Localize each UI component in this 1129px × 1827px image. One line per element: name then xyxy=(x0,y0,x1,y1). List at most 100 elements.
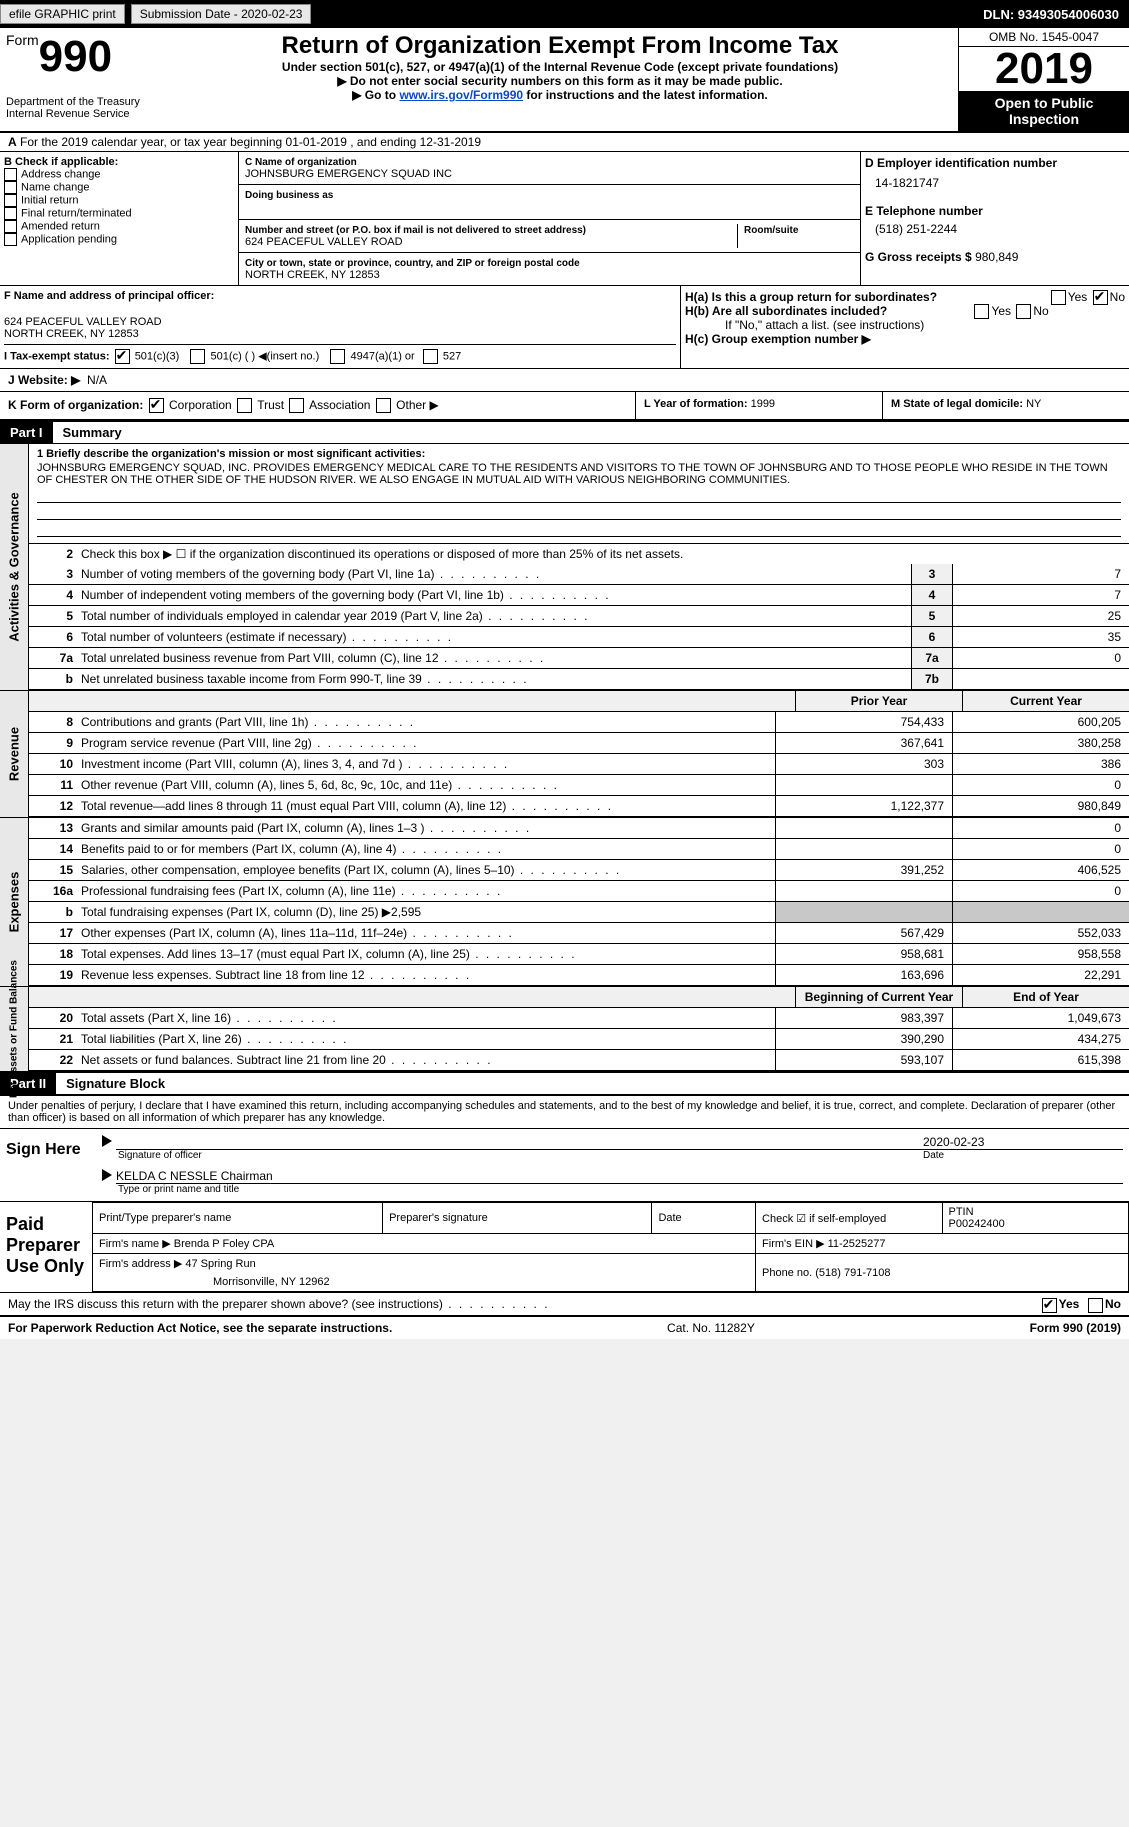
subtitle-2: ▶ Do not enter social security numbers o… xyxy=(166,74,954,88)
form-990-page: efile GRAPHIC print Submission Date - 20… xyxy=(0,0,1129,1339)
arrow-icon xyxy=(102,1135,112,1147)
dept-treasury: Department of the Treasury Internal Reve… xyxy=(6,96,156,120)
line-a-tax-year: A For the 2019 calendar year, or tax yea… xyxy=(0,132,1129,151)
line-k-l-m: K Form of organization: Corporation Trus… xyxy=(0,391,1129,422)
sidebar-net-assets: Net Assets or Fund Balances xyxy=(9,960,20,1098)
firm-ein: 11-2525277 xyxy=(828,1238,886,1250)
cb-501c[interactable] xyxy=(190,349,205,364)
paid-preparer-label: Paid Preparer Use Only xyxy=(0,1202,92,1292)
subtitle-3: ▶ Go to www.irs.gov/Form990 for instruct… xyxy=(166,88,954,102)
form-number: 990 xyxy=(39,32,112,81)
firm-name: Brenda P Foley CPA xyxy=(174,1238,274,1250)
sig-officer-label: Signature of officer xyxy=(118,1150,923,1161)
topbar: efile GRAPHIC print Submission Date - 20… xyxy=(0,0,1129,28)
line-i-tax-exempt: I Tax-exempt status: 501(c)(3) 501(c) ( … xyxy=(4,344,676,364)
gross-receipts: 980,849 xyxy=(975,250,1018,264)
officer-name: KELDA C NESSLE Chairman xyxy=(116,1169,1123,1184)
revenue: Revenue Prior Year Current Year 8Contrib… xyxy=(0,690,1129,817)
paid-preparer-row: Paid Preparer Use Only Print/Type prepar… xyxy=(0,1201,1129,1292)
line-j-website: J Website: ▶ N/A xyxy=(0,368,1129,391)
date-label: Date xyxy=(923,1150,1123,1161)
city-label: City or town, state or province, country… xyxy=(245,258,580,269)
cb-name-change[interactable]: Name change xyxy=(4,181,234,194)
firm-addr: 47 Spring Run xyxy=(185,1258,255,1270)
cb-trust[interactable] xyxy=(237,398,252,413)
cb-discuss-no[interactable] xyxy=(1088,1298,1103,1313)
form-word: Form xyxy=(6,32,39,48)
year-formation: 1999 xyxy=(751,398,775,410)
section-f-h: F Name and address of principal officer:… xyxy=(0,285,1129,368)
sidebar-expenses: Expenses xyxy=(7,872,22,933)
perjury-statement: Under penalties of perjury, I declare th… xyxy=(0,1095,1129,1128)
cb-amended-return[interactable]: Amended return xyxy=(4,220,234,233)
revenue-header: Prior Year Current Year xyxy=(29,691,1129,712)
tax-year: 2019 xyxy=(959,47,1129,91)
cb-corp[interactable] xyxy=(149,398,164,413)
net-assets: Net Assets or Fund Balances Beginning of… xyxy=(0,986,1129,1071)
cb-4947[interactable] xyxy=(330,349,345,364)
part-2-header: Part IISignature Block xyxy=(0,1071,1129,1095)
mission-label: 1 Briefly describe the organization's mi… xyxy=(37,448,1121,460)
phone-value: (518) 251-2244 xyxy=(875,222,1125,236)
cb-501c3[interactable] xyxy=(115,349,130,364)
section-b-to-g: B Check if applicable: Address change Na… xyxy=(0,151,1129,285)
firm-phone: (518) 791-7108 xyxy=(815,1267,890,1279)
footer-left: For Paperwork Reduction Act Notice, see … xyxy=(8,1321,392,1335)
c-name-label: C Name of organization xyxy=(245,157,357,168)
sidebar-governance: Activities & Governance xyxy=(7,493,22,643)
sidebar-revenue: Revenue xyxy=(7,727,22,781)
e-phone-label: E Telephone number xyxy=(865,204,1125,218)
dln: DLN: 93493054006030 xyxy=(983,7,1119,22)
hb-note: If "No," attach a list. (see instruction… xyxy=(685,318,1125,332)
state-domicile: NY xyxy=(1026,398,1041,410)
part-1-header: Part ISummary xyxy=(0,422,1129,444)
officer-addr2: NORTH CREEK, NY 12853 xyxy=(4,328,676,340)
form-title: Return of Organization Exempt From Incom… xyxy=(166,32,954,60)
room-label: Room/suite xyxy=(744,225,798,236)
instructions-link[interactable]: www.irs.gov/Form990 xyxy=(399,88,523,102)
ha-group-return: H(a) Is this a group return for subordin… xyxy=(685,290,1125,304)
d-ein-label: D Employer identification number xyxy=(865,156,1125,170)
efile-print-button[interactable]: efile GRAPHIC print xyxy=(0,4,125,24)
form-header: Form990 Department of the Treasury Inter… xyxy=(0,28,1129,132)
cb-other[interactable] xyxy=(376,398,391,413)
g-gross-label: G Gross receipts $ xyxy=(865,250,972,264)
street-address: 624 PEACEFUL VALLEY ROAD xyxy=(245,236,403,248)
hb-subordinates: H(b) Are all subordinates included? Yes … xyxy=(685,304,1125,318)
cb-527[interactable] xyxy=(423,349,438,364)
page-footer: For Paperwork Reduction Act Notice, see … xyxy=(0,1315,1129,1339)
cb-ha-no[interactable] xyxy=(1093,290,1108,305)
ein-value: 14-1821747 xyxy=(875,176,1125,190)
expenses: Expenses 13Grants and similar amounts pa… xyxy=(0,817,1129,986)
cb-final-return[interactable]: Final return/terminated xyxy=(4,207,234,220)
cb-application-pending[interactable]: Application pending xyxy=(4,233,234,246)
f-label: F Name and address of principal officer: xyxy=(4,290,676,302)
ptin: P00242400 xyxy=(949,1218,1005,1230)
mission-text: JOHNSBURG EMERGENCY SQUAD, INC. PROVIDES… xyxy=(37,462,1121,486)
cb-address-change[interactable]: Address change xyxy=(4,168,234,181)
footer-right: Form 990 (2019) xyxy=(1030,1321,1121,1335)
addr-label: Number and street (or P.O. box if mail i… xyxy=(245,225,586,236)
cb-hb-yes[interactable] xyxy=(974,304,989,319)
discuss-row: May the IRS discuss this return with the… xyxy=(0,1292,1129,1315)
sign-here-row: Sign Here 2020-02-23 Signature of office… xyxy=(0,1128,1129,1201)
footer-center: Cat. No. 11282Y xyxy=(667,1321,755,1335)
cb-initial-return[interactable]: Initial return xyxy=(4,194,234,207)
type-print-label: Type or print name and title xyxy=(98,1184,1123,1195)
arrow-icon xyxy=(102,1169,112,1181)
cb-hb-no[interactable] xyxy=(1016,304,1031,319)
firm-addr2: Morrisonville, NY 12962 xyxy=(93,1273,756,1292)
sign-date: 2020-02-23 xyxy=(923,1135,1123,1149)
cb-ha-yes[interactable] xyxy=(1051,290,1066,305)
subtitle-1: Under section 501(c), 527, or 4947(a)(1)… xyxy=(166,60,954,74)
hc-exemption: H(c) Group exemption number ▶ xyxy=(685,332,1125,346)
preparer-table: Print/Type preparer's name Preparer's si… xyxy=(92,1202,1129,1292)
org-name: JOHNSBURG EMERGENCY SQUAD INC xyxy=(245,168,452,180)
cb-discuss-yes[interactable] xyxy=(1042,1298,1057,1313)
col-b-checkboxes: B Check if applicable: Address change Na… xyxy=(0,152,239,285)
cb-assoc[interactable] xyxy=(289,398,304,413)
officer-addr1: 624 PEACEFUL VALLEY ROAD xyxy=(4,316,676,328)
b-label: B Check if applicable: xyxy=(4,156,234,168)
sign-here-label: Sign Here xyxy=(0,1129,92,1201)
net-header: Beginning of Current Year End of Year xyxy=(29,987,1129,1008)
